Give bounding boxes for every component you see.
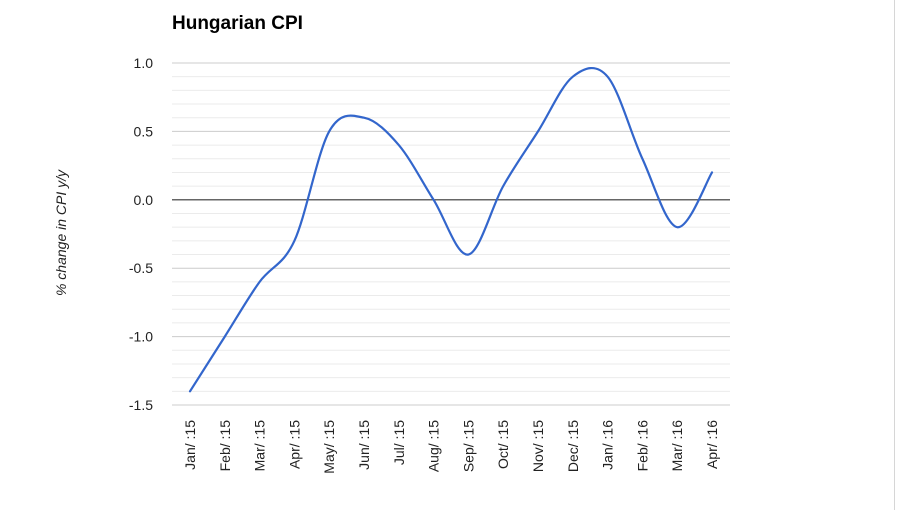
data-point xyxy=(570,74,576,80)
y-axis-label: % change in CPI y/y xyxy=(53,169,69,296)
x-tick-label: Feb/ :15 xyxy=(217,420,233,472)
x-tick-label: Apr/ :16 xyxy=(704,420,720,469)
data-point xyxy=(674,224,680,230)
data-point xyxy=(396,142,402,148)
data-point xyxy=(465,252,471,258)
x-tick-label: May/ :15 xyxy=(321,420,337,474)
x-tick-label: Sep/ :15 xyxy=(460,420,476,472)
y-tick-label: -0.5 xyxy=(129,260,153,276)
x-axis-ticks: Jan/ :15 Feb/ :15 Mar/ :15 Apr/ :15 May/ :15… xyxy=(182,420,720,474)
data-point xyxy=(222,334,228,340)
data-point xyxy=(500,183,506,189)
y-tick-label: 1.0 xyxy=(134,55,154,71)
chart-title: Hungarian CPI xyxy=(172,13,303,34)
x-tick-label: Feb/ :16 xyxy=(634,420,650,472)
y-tick-label: 0.5 xyxy=(134,123,154,139)
x-tick-label: Oct/ :15 xyxy=(495,420,511,469)
data-point xyxy=(187,388,193,394)
x-tick-label: Mar/ :16 xyxy=(669,420,685,472)
data-point xyxy=(361,115,367,121)
x-tick-label: Jan/ :15 xyxy=(182,420,198,470)
x-tick-label: Apr/ :15 xyxy=(286,420,302,469)
y-tick-label: -1.5 xyxy=(129,397,153,413)
x-tick-label: Aug/ :15 xyxy=(426,420,442,472)
y-tick-label: -1.0 xyxy=(129,329,153,345)
data-point xyxy=(535,128,541,134)
x-tick-label: Nov/ :15 xyxy=(530,420,546,472)
y-tick-label: 0.0 xyxy=(134,192,154,208)
x-tick-label: Jun/ :15 xyxy=(356,420,372,470)
data-point xyxy=(326,128,332,134)
series-line xyxy=(188,67,714,393)
x-tick-label: Jan/ :16 xyxy=(600,420,616,470)
x-tick-label: Mar/ :15 xyxy=(252,420,268,472)
x-tick-label: Dec/ :15 xyxy=(565,420,581,472)
x-tick-label: Jul/ :15 xyxy=(391,420,407,465)
data-point xyxy=(709,169,715,175)
data-point xyxy=(291,238,297,244)
data-point xyxy=(605,74,611,80)
data-point xyxy=(639,156,645,162)
grid xyxy=(172,62,730,406)
data-point xyxy=(257,279,263,285)
panel-divider xyxy=(894,0,895,510)
y-axis-ticks: 1.0 0.5 0.0 -0.5 -1.0 -1.5 xyxy=(129,55,153,413)
data-point xyxy=(431,197,437,203)
